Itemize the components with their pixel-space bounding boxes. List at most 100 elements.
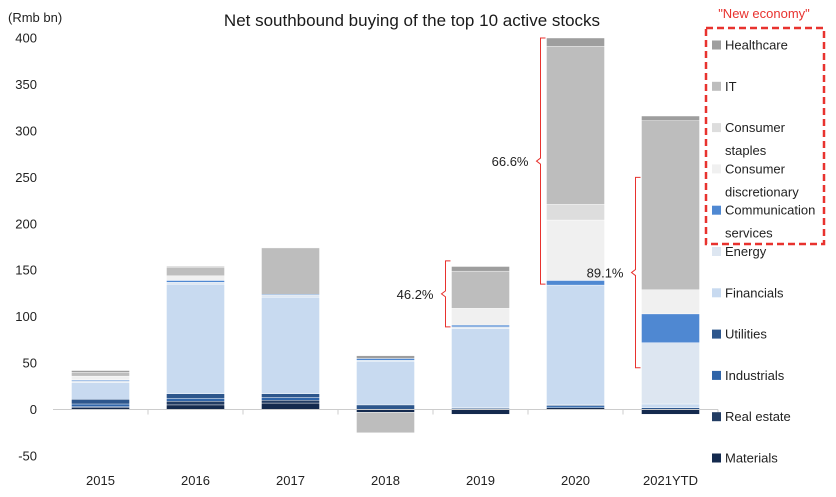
legend-swatch-it: [712, 81, 721, 91]
legend-swatch-industrials: [712, 370, 721, 380]
legend-swatch-healthcare: [712, 40, 721, 50]
legend-swatch-consumer-staples: [712, 123, 721, 133]
bar-segment-healthcare: [546, 37, 605, 47]
bar-segment-healthcare: [71, 370, 130, 373]
bar-segment-materials: [451, 409, 510, 415]
y-tick-label: -50: [18, 449, 37, 464]
annotation-label: 46.2%: [397, 287, 434, 302]
x-tick-label: 2020: [561, 473, 590, 488]
bar-segment-materials: [166, 404, 225, 410]
bar-segment-industrials: [71, 403, 130, 407]
legend-label-consumer-staples: Consumer: [725, 120, 786, 135]
bar-segment-communication-services: [546, 280, 605, 286]
legend-swatch-utilities: [712, 329, 721, 339]
legend-label-it: IT: [725, 79, 737, 94]
annotation-label: 89.1%: [587, 266, 624, 281]
x-tick-label: 2019: [466, 473, 495, 488]
legend-label-consumer-staples: staples: [725, 143, 767, 158]
bar-segment-utilities: [261, 393, 320, 398]
bar-segment-healthcare: [356, 355, 415, 359]
bar-segment-real-estate: [166, 400, 225, 406]
bar-segment-materials: [641, 409, 700, 415]
y-tick-label: 100: [15, 309, 37, 324]
bar-segment-financials: [71, 382, 130, 400]
x-tick-label: 2018: [371, 473, 400, 488]
bar-segment-industrials: [546, 405, 605, 408]
bar-segment-financials: [451, 328, 510, 408]
bar-segment-it: [166, 267, 225, 276]
bar-segment-consumer-discretionary: [451, 308, 510, 326]
legend-swatch-energy: [712, 247, 721, 256]
legend-label-financials: Financials: [725, 285, 784, 300]
y-tick-label: 350: [15, 77, 37, 92]
new-economy-box: [704, 26, 826, 246]
bar-segment-it: [451, 270, 510, 309]
bar-segment-it: [261, 247, 320, 295]
bar-segment-communication-services: [641, 313, 700, 343]
bar-segment-consumer-discretionary: [71, 375, 130, 381]
y-tick-label: 200: [15, 216, 37, 231]
x-tick-label: 2015: [86, 473, 115, 488]
x-tick-label: 2021YTD: [643, 473, 698, 488]
x-axis-labels: 2015 2016 2017 2018 2019 2020 2021YTD: [86, 409, 719, 488]
y-tick-label: 50: [23, 356, 37, 371]
legend-label-utilities: Utilities: [725, 327, 767, 342]
bar-segment-utilities: [166, 393, 225, 399]
legend-label-materials: Materials: [725, 451, 778, 466]
annotation-bracket: [535, 37, 546, 285]
legend-label-real-estate: Real estate: [725, 409, 791, 424]
y-tick-label: 150: [15, 263, 37, 278]
bar-segment-consumer-staples: [546, 204, 605, 221]
legend-label-healthcare: Healthcare: [725, 38, 788, 53]
new-economy-label: "New economy": [718, 6, 810, 21]
legend-label-energy: Energy: [725, 244, 767, 259]
legend-label-consumer-discretionary: discretionary: [725, 184, 799, 199]
bar-segment-financials: [261, 296, 320, 394]
bar-segment-healthcare: [451, 266, 510, 272]
bar-segment-industrials: [261, 397, 320, 401]
bar-segment-healthcare: [166, 266, 225, 268]
legend-label-communication-services: services: [725, 226, 773, 241]
bar-segment-real-estate: [261, 400, 320, 404]
bar-segment-financials: [166, 283, 225, 394]
bar-segment-energy: [451, 326, 510, 329]
x-tick-label: 2017: [276, 473, 305, 488]
bars: [71, 37, 700, 433]
bar-segment-utilities: [71, 399, 130, 405]
y-tick-label: 400: [15, 31, 37, 46]
legend-swatch-financials: [712, 288, 721, 298]
legend-swatch-consumer-discretionary: [712, 164, 721, 174]
bar-segment-industrials: [166, 398, 225, 402]
bar-segment-energy: [261, 295, 320, 298]
annotation-bracket: [630, 176, 641, 369]
legend-label-consumer-discretionary: Consumer: [725, 161, 786, 176]
bar-segment-consumer-discretionary: [166, 275, 225, 281]
bar-segment-it: [641, 120, 700, 290]
y-axis-ticks: -50 0 50 100 150 200 250 300 350 400: [15, 31, 37, 464]
annotation-bracket: [440, 260, 451, 328]
y-tick-label: 250: [15, 170, 37, 185]
bar-segment-energy: [71, 380, 130, 383]
bar-segment-energy: [641, 342, 700, 405]
annotation-label: 66.6%: [492, 154, 529, 169]
chart-title: Net southbound buying of the top 10 acti…: [224, 11, 600, 30]
bar-segment-energy: [166, 282, 225, 285]
y-axis-label: (Rmb bn): [8, 10, 62, 25]
x-tick-label: 2016: [181, 473, 210, 488]
legend-swatch-real-estate: [712, 412, 721, 422]
bar-segment-consumer-discretionary: [546, 219, 605, 281]
share-annotations: 46.2% 66.6% 89.1%: [397, 37, 641, 369]
legend-swatch-communication-services: [712, 205, 721, 215]
bar-segment-financials: [641, 403, 700, 408]
bar-segment-it: [356, 412, 415, 433]
legend: Healthcare IT Consumer staples Consumer discr…: [712, 38, 815, 466]
bar-segment-consumer-discretionary: [641, 289, 700, 315]
legend-swatch-materials: [712, 453, 721, 463]
bar-segment-communication-services: [166, 280, 225, 283]
y-tick-label: 300: [15, 123, 37, 138]
bar-segment-utilities: [356, 404, 415, 410]
legend-label-industrials: Industrials: [725, 368, 785, 383]
legend-label-communication-services: Communication: [725, 203, 815, 218]
bar-segment-communication-services: [451, 324, 510, 328]
